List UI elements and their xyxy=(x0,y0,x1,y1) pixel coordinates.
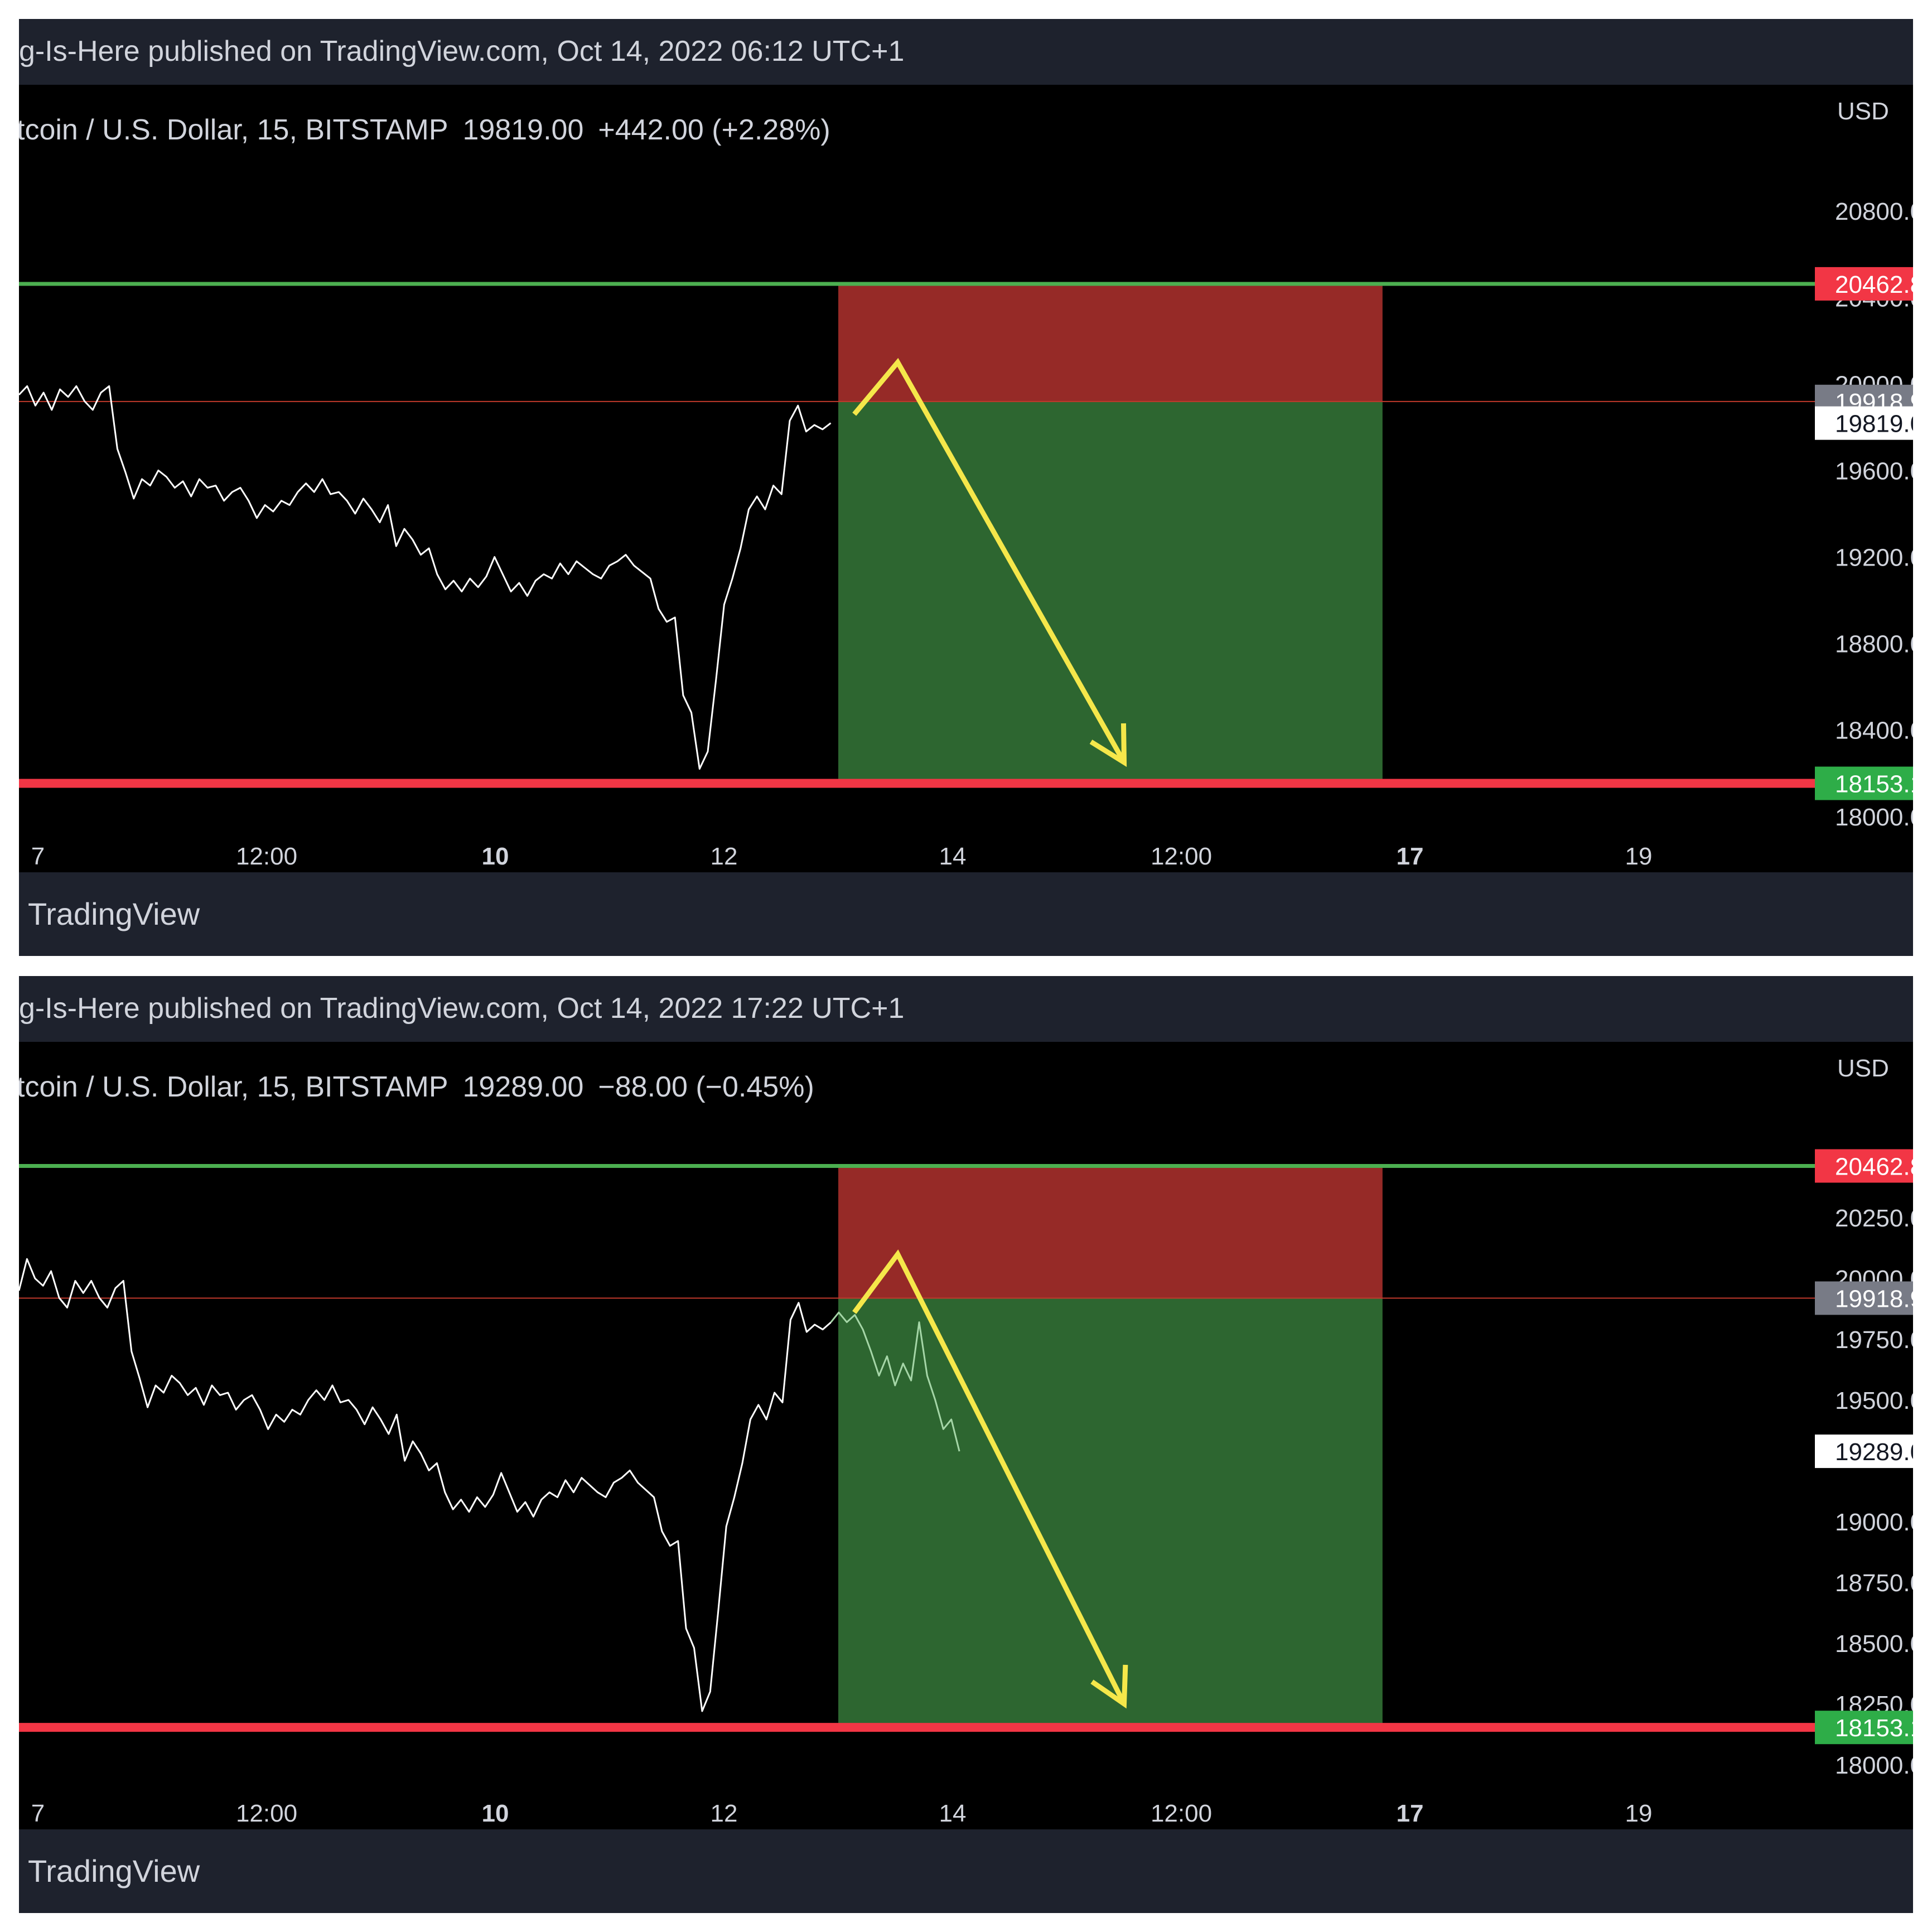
price-label-tag xyxy=(1815,1281,1913,1315)
x-tick-label: 19 xyxy=(1625,843,1653,870)
legend-symbol: tcoin / U.S. Dollar, 15, BITSTAMP xyxy=(19,114,448,146)
price-label-text: 19289.0 xyxy=(1835,1438,1913,1466)
price-label-text: 20462.8 xyxy=(1835,1153,1913,1181)
price-label-tag xyxy=(1815,766,1913,800)
publish-bar: g-Is-Here published on TradingView.com, … xyxy=(19,976,1913,1042)
projection-arrowhead xyxy=(1089,723,1127,767)
stop-loss-zone xyxy=(838,283,1383,402)
x-tick-label: 12:00 xyxy=(1151,1800,1212,1827)
publish-info: g-Is-Here published on TradingView.com, … xyxy=(19,992,905,1025)
projection-arrowhead xyxy=(1090,1664,1128,1709)
y-tick-label: 18400.0 xyxy=(1835,717,1913,745)
x-tick-label: 12:00 xyxy=(236,1800,297,1827)
tradingview-logo-text[interactable]: TradingView xyxy=(28,896,200,931)
x-tick-label: 14 xyxy=(939,843,967,870)
y-tick-label: 20800.0 xyxy=(1835,198,1913,225)
chart-footer: TradingView xyxy=(19,1829,1913,1913)
y-tick-label: 19750.0 xyxy=(1835,1326,1913,1354)
publish-info: g-Is-Here published on TradingView.com, … xyxy=(19,35,905,67)
x-tick-label: 10 xyxy=(482,843,509,870)
x-tick-label: 14 xyxy=(939,1800,967,1827)
price-label-text: 20462.8 xyxy=(1835,271,1913,298)
projection-arrow xyxy=(852,358,1127,764)
legend-price: 19819.00 xyxy=(463,114,584,146)
x-tick-label: 17 xyxy=(1397,1800,1424,1827)
y-tick-label: 19200.0 xyxy=(1835,544,1913,572)
price-label-text: 19819.0 xyxy=(1835,410,1913,438)
price-chart[interactable]: tcoin / U.S. Dollar, 15, BITSTAMP 19819.0… xyxy=(19,85,1913,872)
x-tick-label: 7 xyxy=(31,1800,45,1827)
x-tick-label: 10 xyxy=(482,1800,509,1827)
x-tick-label: 17 xyxy=(1397,843,1424,870)
price-series-line xyxy=(19,385,832,770)
x-tick-label: 12 xyxy=(711,1800,738,1827)
take-profit-zone xyxy=(838,401,1383,784)
y-tick-label: 19000.0 xyxy=(1835,1509,1913,1536)
y-tick-label: 18750.0 xyxy=(1835,1569,1913,1597)
y-tick-label: 20250.0 xyxy=(1835,1205,1913,1232)
y-tick-label: 18800.0 xyxy=(1835,631,1913,658)
price-label-text: 18153.1 xyxy=(1835,771,1913,798)
price-series-line xyxy=(19,1258,832,1712)
y-tick-label: 18500.0 xyxy=(1835,1630,1913,1658)
price-chart[interactable]: tcoin / U.S. Dollar, 15, BITSTAMP 19289.0… xyxy=(19,1042,1913,1829)
chart-footer: TradingView xyxy=(19,872,1913,956)
chart-panel-top: g-Is-Here published on TradingView.com, … xyxy=(19,19,1913,956)
x-tick-label: 7 xyxy=(31,843,45,870)
tradingview-logo-text[interactable]: TradingView xyxy=(28,1853,200,1888)
publish-bar: g-Is-Here published on TradingView.com, … xyxy=(19,19,1913,85)
price-label-tag xyxy=(1815,1149,1913,1183)
x-tick-label: 12 xyxy=(711,843,738,870)
x-tick-label: 12:00 xyxy=(236,843,297,870)
price-label-tag xyxy=(1815,406,1913,440)
price-series-latest-line xyxy=(830,1311,960,1452)
chart-legend: tcoin / U.S. Dollar, 15, BITSTAMP 19289.0… xyxy=(19,1071,814,1103)
x-tick-label: 12:00 xyxy=(1151,843,1212,870)
chart-panel-bottom: g-Is-Here published on TradingView.com, … xyxy=(19,976,1913,1913)
price-label-text: 18153.1 xyxy=(1835,1714,1913,1742)
currency-label: USD xyxy=(1837,98,1889,125)
price-label-tag xyxy=(1815,1434,1913,1469)
legend-change: −88.00 (−0.45%) xyxy=(598,1071,814,1103)
legend-price: 19289.00 xyxy=(463,1071,584,1103)
legend-symbol: tcoin / U.S. Dollar, 15, BITSTAMP xyxy=(19,1071,448,1103)
price-label-text: 19918.9 xyxy=(1835,1286,1913,1313)
y-tick-label: 18000.0 xyxy=(1835,804,1913,831)
x-tick-label: 19 xyxy=(1625,1800,1653,1827)
y-tick-label: 18000.0 xyxy=(1835,1752,1913,1779)
legend-change: +442.00 (+2.28%) xyxy=(598,114,830,146)
price-label-tag xyxy=(1815,1711,1913,1745)
projection-arrow xyxy=(852,1249,1127,1705)
chart-legend: tcoin / U.S. Dollar, 15, BITSTAMP 19819.0… xyxy=(19,114,830,146)
y-tick-label: 19600.0 xyxy=(1835,458,1913,485)
y-tick-label: 19500.0 xyxy=(1835,1387,1913,1414)
take-profit-zone xyxy=(838,1298,1383,1728)
price-label-tag xyxy=(1815,267,1913,301)
currency-label: USD xyxy=(1837,1055,1889,1082)
stop-loss-zone xyxy=(838,1166,1383,1298)
